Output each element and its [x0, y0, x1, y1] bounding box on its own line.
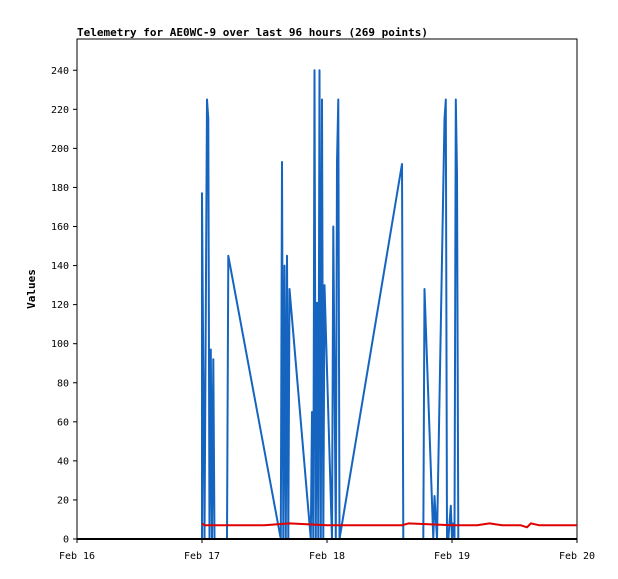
- y-axis-label: Values: [25, 269, 38, 309]
- x-tick-label: Feb 16: [59, 551, 95, 562]
- series-line-2: [201, 522, 577, 529]
- x-tick-label: Feb 17: [184, 551, 220, 562]
- x-tick-label: Feb 20: [559, 551, 595, 562]
- y-tick-label: 60: [57, 417, 69, 428]
- y-tick-label: 20: [57, 495, 69, 506]
- chart-title: Telemetry for AE0WC-9 over last 96 hours…: [77, 26, 428, 39]
- y-tick-label: 100: [51, 339, 69, 350]
- y-tick-label: 240: [51, 66, 69, 77]
- y-tick-label: 0: [63, 535, 69, 546]
- y-tick-label: 40: [57, 456, 69, 467]
- y-axis: 0 20 40 60 80 100 120 140 160 180 200 220 240: [51, 66, 77, 546]
- y-tick-label: 140: [51, 261, 69, 272]
- series-layer: [77, 69, 577, 540]
- x-tick-label: Feb 19: [434, 551, 470, 562]
- y-tick-label: 180: [51, 183, 69, 194]
- y-tick-label: 200: [51, 144, 69, 155]
- x-tick-label: Feb 18: [309, 551, 345, 562]
- y-tick-label: 80: [57, 378, 69, 389]
- y-tick-label: 220: [51, 105, 69, 116]
- y-tick-label: 160: [51, 222, 69, 233]
- y-tick-label: 120: [51, 300, 69, 311]
